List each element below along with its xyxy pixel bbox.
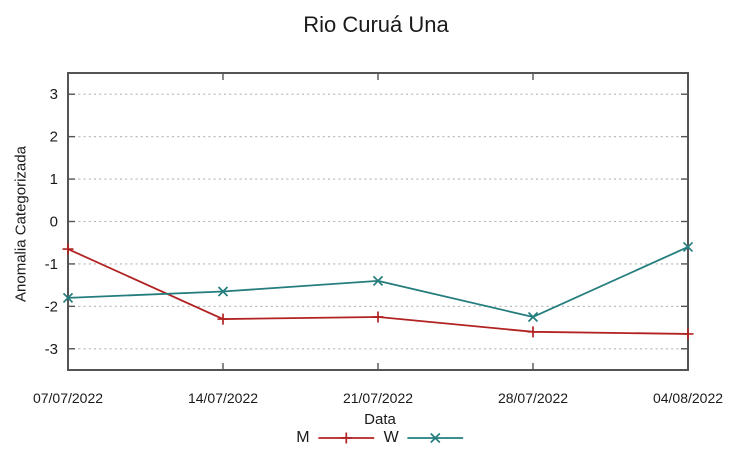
data-point-marker-m [527, 326, 539, 338]
data-point-marker-w [62, 292, 74, 303]
plot-border [67, 72, 689, 371]
y-tick-label: 0 [50, 214, 58, 231]
data-point-marker-w [682, 241, 694, 253]
data-point-marker-m [62, 243, 74, 255]
legend-label-w: W [383, 429, 399, 446]
y-tick-label: -1 [45, 256, 58, 273]
legend: M W [296, 429, 464, 447]
legend-line-m-icon [318, 432, 375, 444]
x-tick-label: 28/07/2022 [498, 390, 568, 406]
y-tick-label: 1 [50, 171, 58, 188]
plus-marker-icon [341, 432, 353, 444]
data-point-marker-w [372, 275, 384, 287]
cross-marker-icon [430, 432, 441, 444]
x-tick-label: 07/07/2022 [33, 390, 103, 406]
y-tick-label: 3 [50, 86, 58, 103]
legend-line-w-icon [407, 432, 464, 444]
y-tick-label: -3 [45, 341, 58, 358]
data-point-marker-w [527, 311, 539, 323]
data-point-marker-m [372, 311, 384, 323]
legend-label-m: M [296, 429, 310, 446]
y-tick-label: 2 [50, 129, 58, 146]
chart-title: Rio Curuá Una [303, 12, 449, 37]
x-axis-label: Data [364, 411, 396, 428]
x-tick-label: 04/08/2022 [653, 390, 723, 406]
data-point-marker-m [217, 313, 229, 325]
x-tick-label: 14/07/2022 [188, 390, 258, 406]
y-tick-label: -2 [45, 298, 58, 315]
data-point-marker-m [682, 328, 694, 340]
x-tick-label: 21/07/2022 [343, 390, 413, 406]
data-point-marker-w [217, 286, 229, 297]
